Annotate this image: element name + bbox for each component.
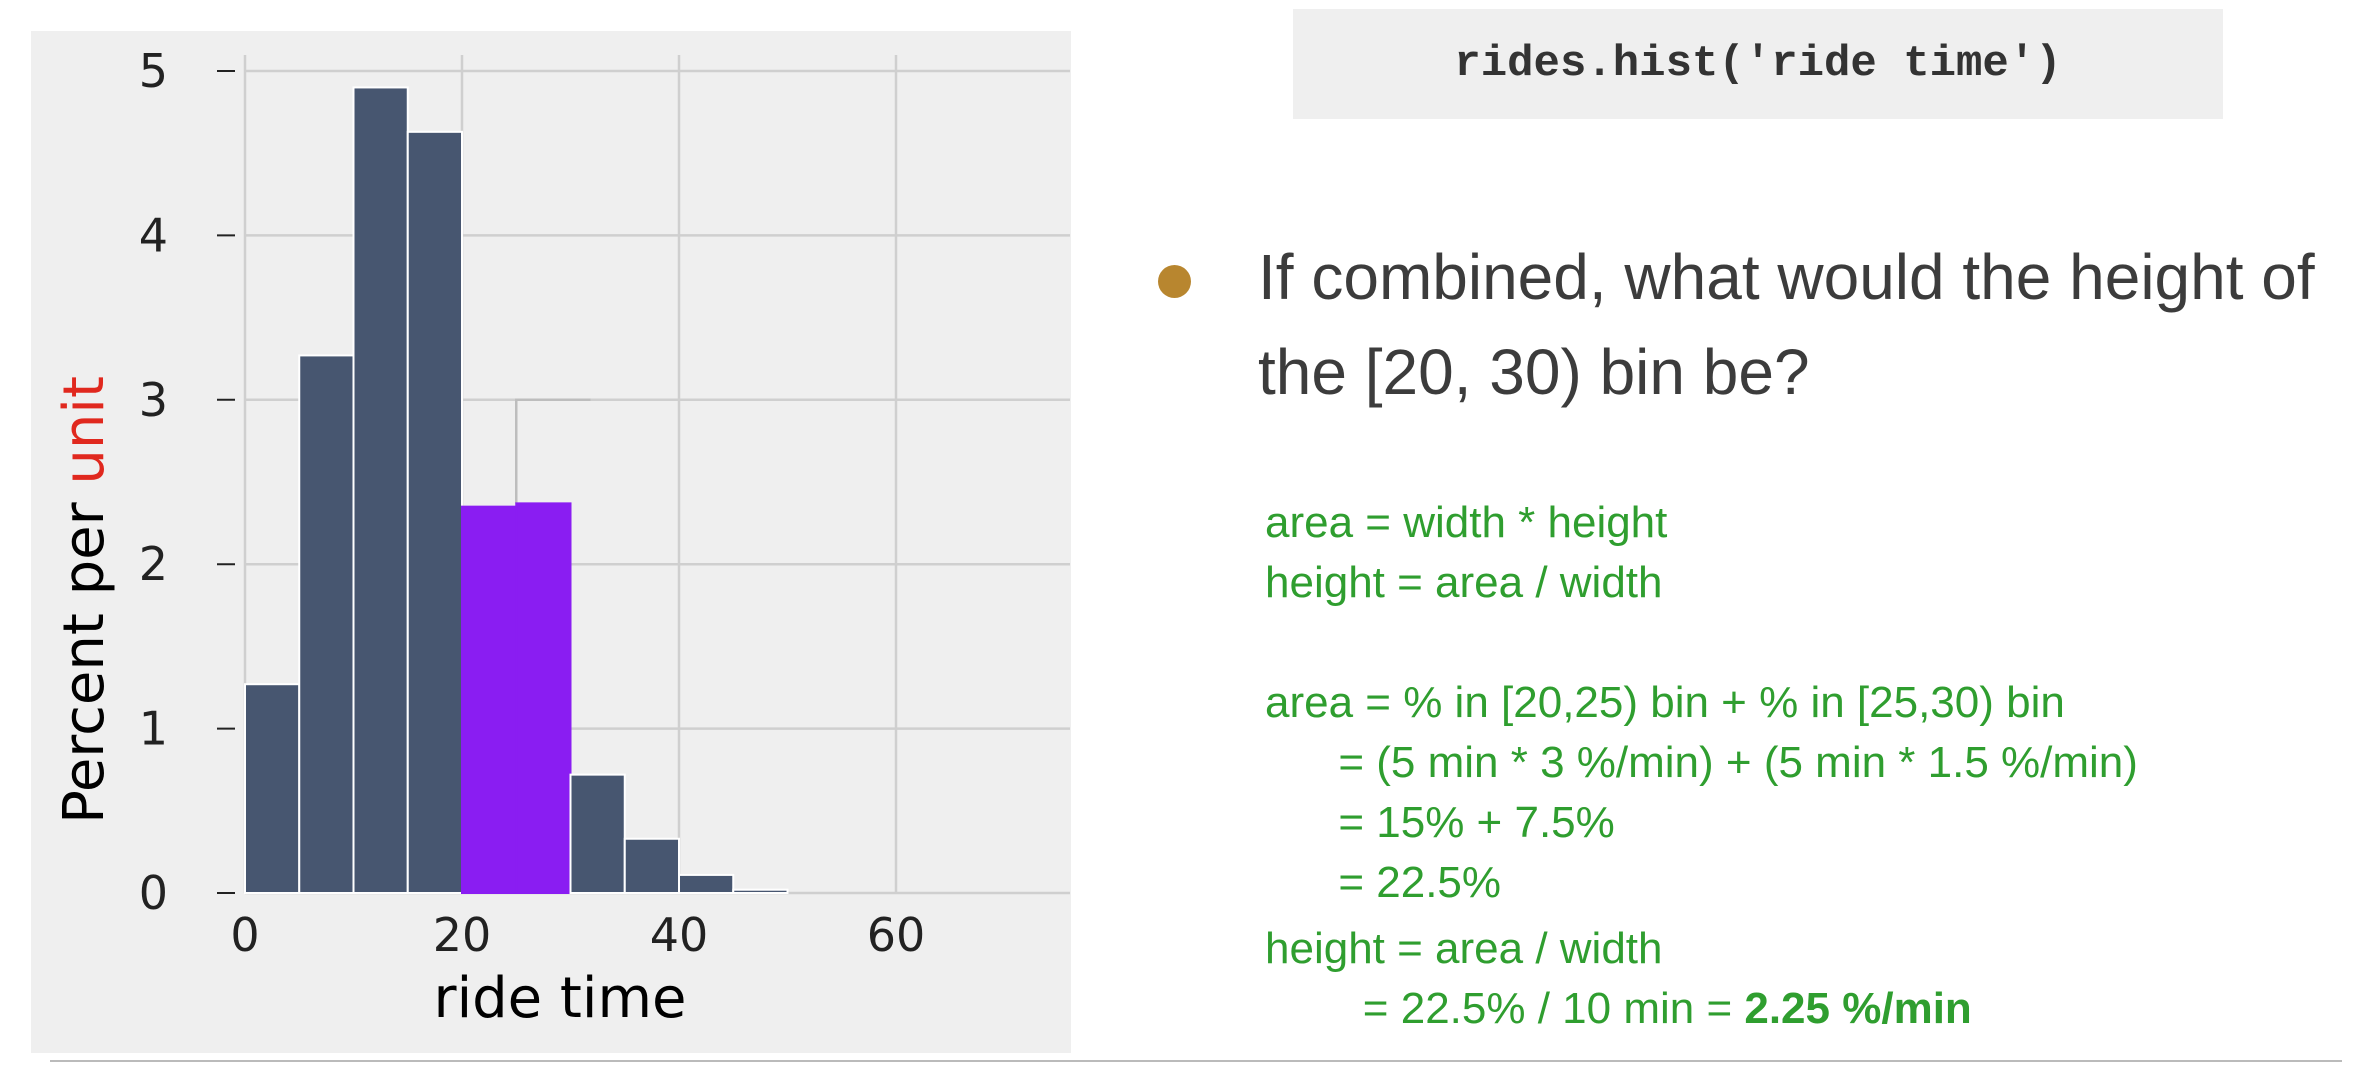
solution-line: area = % in [20,25) bin + % in [25,30) b… [1265,678,2065,727]
histogram-bars [244,86,789,895]
solution-final-prefix: = 22.5% / 10 min = [1265,984,1745,1033]
x-axis-label: ride time [434,966,687,1031]
solution-line: = 22.5% [1265,858,1502,907]
y-tick-label: 4 [139,208,168,262]
x-tick-label: 60 [867,908,926,962]
histogram-bar [569,773,626,895]
y-tick-label: 3 [139,373,168,427]
solution-line: = (5 min * 3 %/min) + (5 min * 1.5 %/min… [1265,738,2138,787]
histogram-bar [678,873,735,895]
x-tick-label: 0 [230,908,259,962]
annotation-outline [515,398,591,504]
solution-line: height = area / width [1265,924,1663,973]
histogram-bar [406,130,463,894]
y-tick-label: 0 [139,866,168,920]
histogram-bar [732,888,789,894]
axis-ticks: 0 1 2 3 4 5 0 20 40 60 [139,44,926,962]
solution-final-line: = 22.5% / 10 min = 2.25 %/min [1265,979,2138,1039]
solution-block: area = width * height height = area / wi… [1265,493,2138,1039]
y-axis-label-prefix: Percent per [52,485,117,824]
final-answer: 2.25 %/min [1744,984,1972,1033]
y-axis-label: Percent per unit [52,376,117,824]
x-tick-label: 40 [650,908,709,962]
y-axis-label-highlight: unit [52,376,117,485]
question-text: If combined, what would the height of th… [1258,241,2315,408]
solution-line: height = area / width [1265,558,1663,607]
histogram-bar [298,354,355,894]
code-box: rides.hist('ride time') [1293,9,2223,119]
solution-line: area = width * height [1265,498,1668,547]
histogram-bar [623,837,680,894]
bottom-divider [50,1060,2342,1062]
y-tick-label: 5 [139,44,168,98]
solution-line: = 15% + 7.5% [1265,798,1615,847]
code-text: rides.hist('ride time') [1454,39,2062,89]
histogram-bar [352,86,409,894]
y-tick-label: 1 [139,702,168,756]
histogram-bar [244,683,301,894]
histogram-chart: 0 1 2 3 4 5 0 20 40 60 ride time Percent per unit [52,44,1070,1031]
x-tick-label: 20 [433,908,492,962]
highlighted-bar [461,505,518,894]
y-tick-label: 2 [139,537,168,591]
highlighted-bar [515,502,572,894]
bullet-icon [1158,265,1191,298]
solution-spacer [1265,613,2138,673]
